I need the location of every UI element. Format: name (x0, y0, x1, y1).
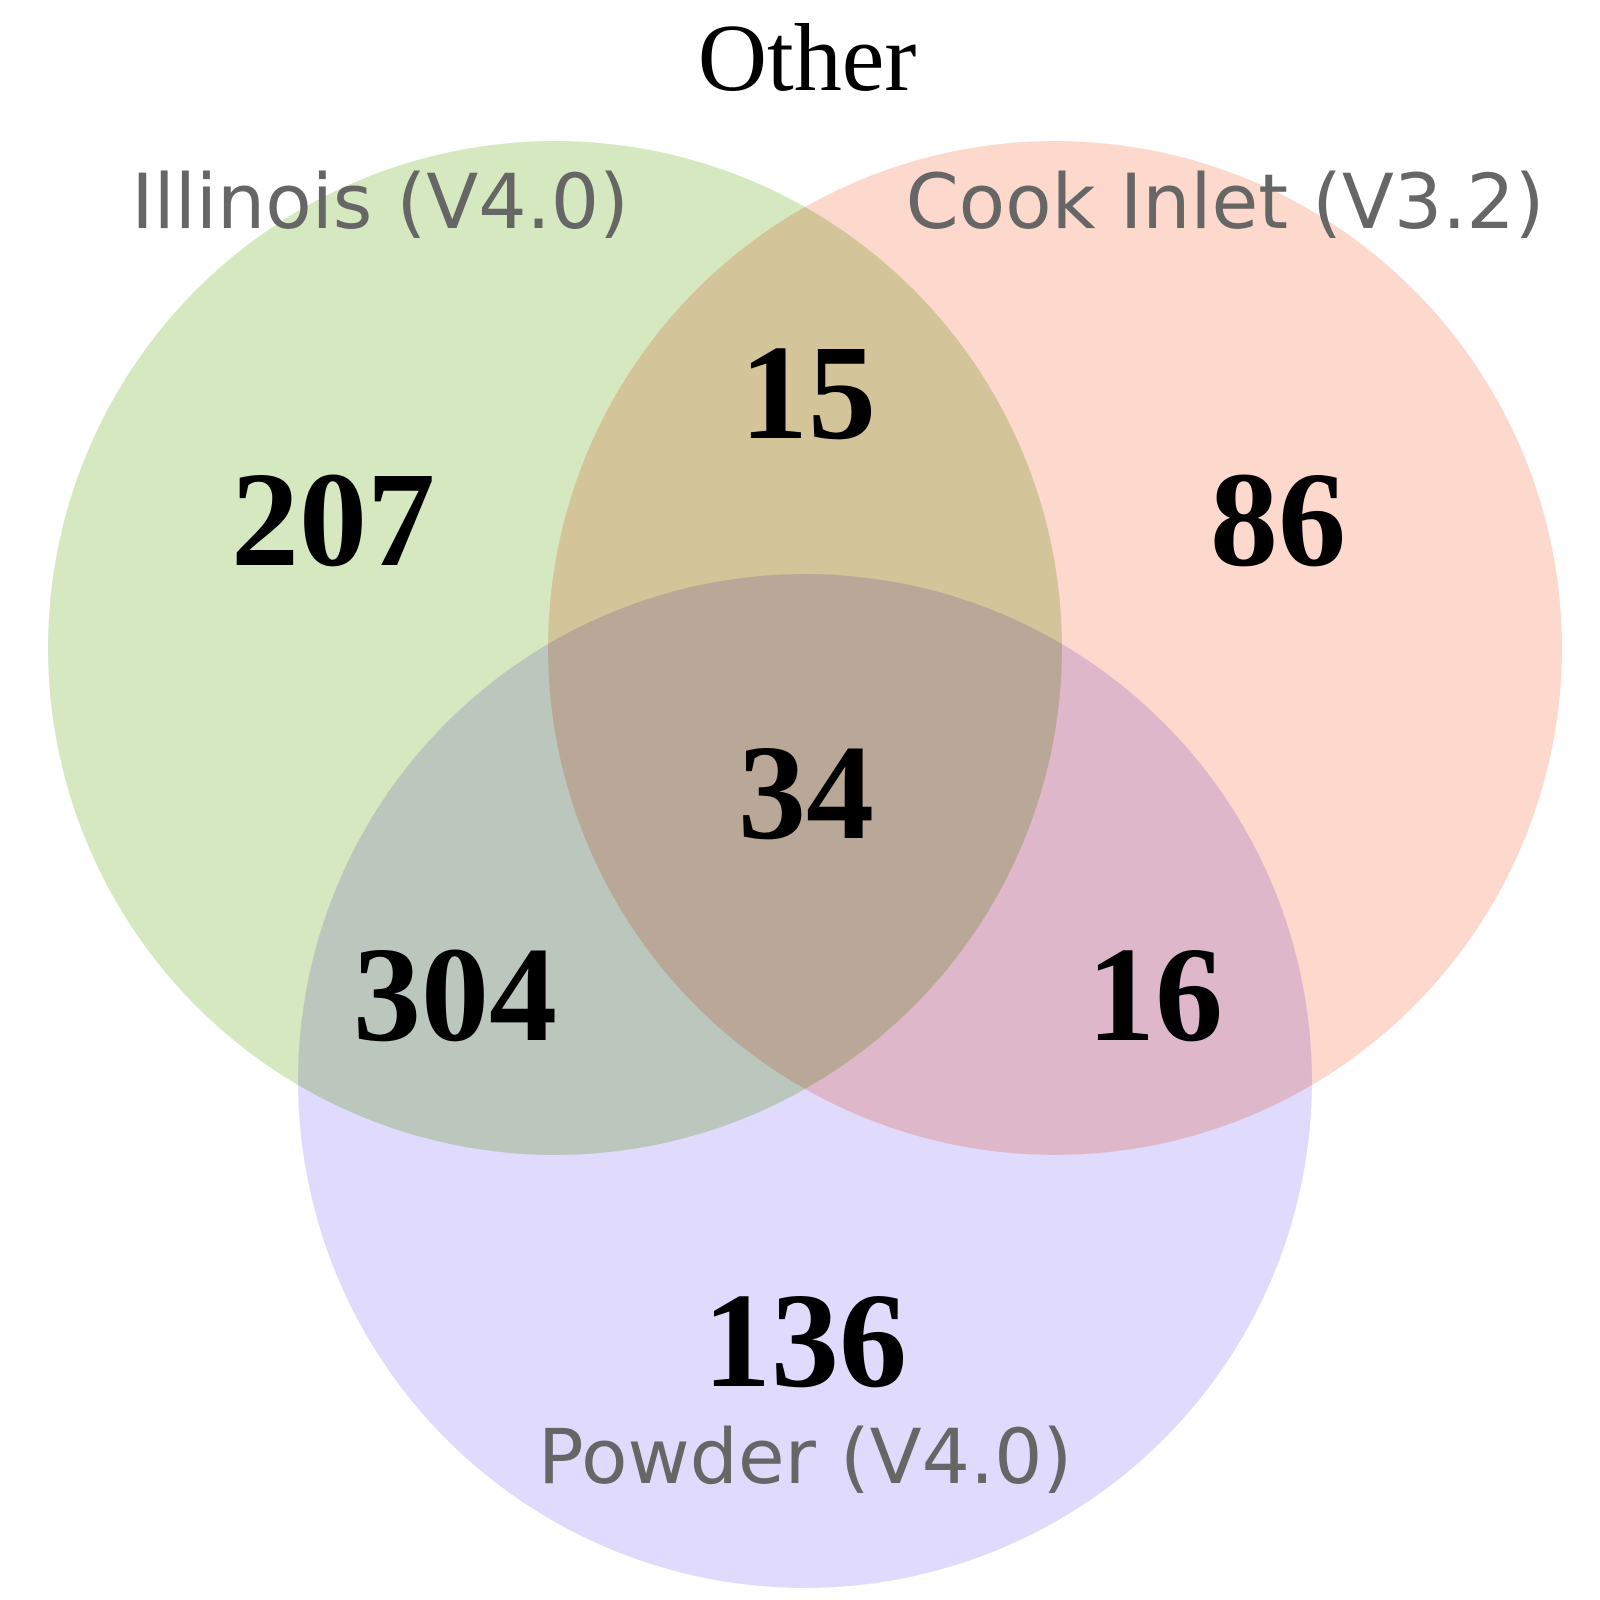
count-illinois-powder: 304 (353, 920, 557, 1070)
diagram-title: Other (698, 4, 917, 111)
count-illinois-cook-inlet: 15 (740, 318, 876, 468)
circle-powder (298, 574, 1312, 1588)
set-label-illinois: Illinois (V4.0) (131, 157, 628, 246)
count-illinois-only: 207 (231, 445, 435, 595)
count-all-three: 34 (738, 718, 874, 868)
set-label-cook-inlet: Cook Inlet (V3.2) (906, 157, 1545, 246)
count-cook-inlet-only: 86 (1210, 445, 1346, 595)
count-cook-inlet-powder: 16 (1087, 920, 1223, 1070)
count-powder-only: 136 (703, 1266, 907, 1416)
set-label-powder: Powder (V4.0) (538, 1412, 1072, 1501)
venn-circles (48, 141, 1562, 1588)
